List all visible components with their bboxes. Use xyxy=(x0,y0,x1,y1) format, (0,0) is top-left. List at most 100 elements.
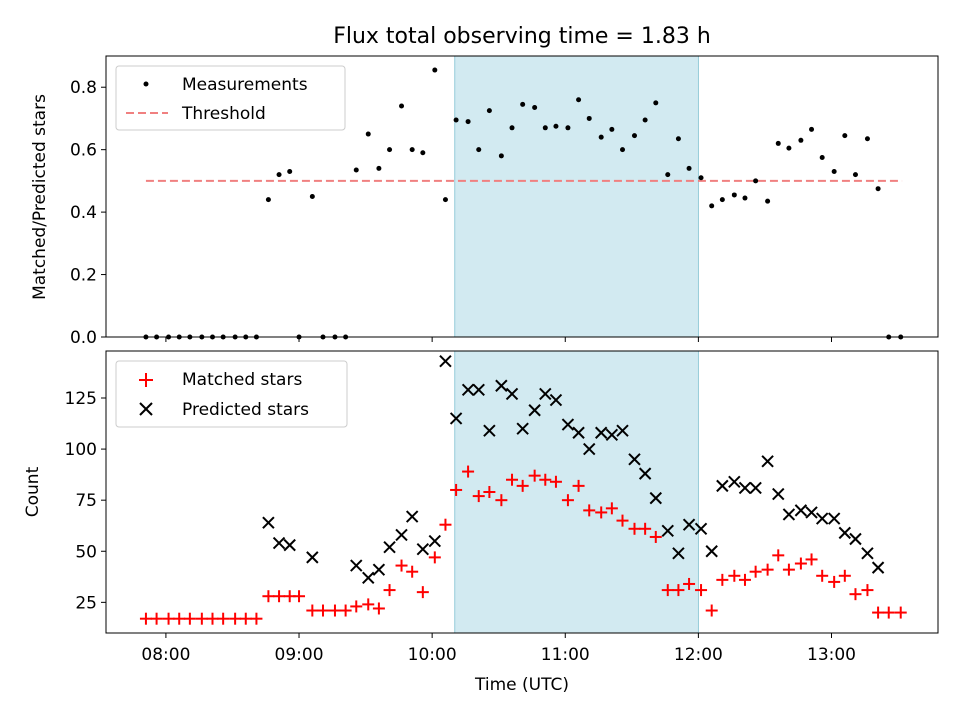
measurement-point xyxy=(864,136,870,142)
bottom-x-tick-label: 10:00 xyxy=(408,645,457,665)
matched-star-point xyxy=(462,465,475,478)
predicted-star-point xyxy=(682,518,696,531)
predicted-star-point xyxy=(805,506,818,519)
predicted-star-point xyxy=(439,355,452,368)
measurement-point xyxy=(432,67,438,73)
predicted-star-point xyxy=(583,442,596,456)
measurement-point xyxy=(565,125,571,131)
measurement-point xyxy=(476,147,482,153)
measurement-point xyxy=(620,147,626,153)
predicted-star-point xyxy=(728,475,741,488)
matched-star-point xyxy=(406,565,419,578)
predicted-star-point xyxy=(495,379,508,392)
legend-predicted-label: Predicted stars xyxy=(182,400,309,420)
legend-measurements-marker xyxy=(143,81,149,87)
measurement-point xyxy=(265,197,271,203)
predicted-star-point xyxy=(649,491,662,505)
matched-star-point xyxy=(838,569,851,582)
predicted-star-point xyxy=(861,547,874,560)
top-y-tick-label: 0.6 xyxy=(70,141,97,161)
matched-star-point xyxy=(229,612,242,625)
matched-star-point xyxy=(383,584,396,597)
top-y-tick-label: 0.4 xyxy=(70,203,97,223)
bottom-y-axis-label: Count xyxy=(23,466,43,517)
matched-star-point xyxy=(250,612,263,625)
matched-star-point xyxy=(206,612,219,625)
matched-star-point xyxy=(439,518,452,531)
predicted-star-point xyxy=(428,534,442,548)
matched-star-point xyxy=(561,494,574,507)
measurement-point xyxy=(753,178,759,184)
measurement-point xyxy=(399,103,405,109)
measurement-point xyxy=(532,105,538,111)
matched-star-point xyxy=(549,475,562,488)
predicted-star-point xyxy=(272,536,286,550)
measurement-point xyxy=(609,126,615,132)
bottom-legend-box xyxy=(115,360,348,428)
predicted-star-point xyxy=(372,563,386,576)
measurement-point xyxy=(465,119,471,125)
predicted-star-point xyxy=(416,543,430,556)
predicted-star-point xyxy=(539,387,552,401)
matched-star-point xyxy=(872,606,885,619)
predicted-star-point xyxy=(383,540,396,554)
matched-star-point xyxy=(293,590,306,603)
measurement-point xyxy=(809,126,815,132)
matched-star-point xyxy=(528,469,541,482)
measurement-point xyxy=(586,115,592,121)
matched-star-point xyxy=(262,590,275,603)
matched-star-point xyxy=(583,504,596,517)
bottom-x-axis: 08:00 09:00 10:00 11:00 12:00 13:00 xyxy=(141,633,856,665)
measurement-point xyxy=(576,97,582,103)
bottom-x-tick-label: 13:00 xyxy=(807,645,856,665)
predicted-star-point xyxy=(838,526,852,540)
matched-star-point xyxy=(416,586,429,599)
matched-star-point xyxy=(339,604,352,617)
x-axis-label: Time (UTC) xyxy=(474,675,569,695)
matched-star-point xyxy=(794,557,807,570)
matched-star-point xyxy=(273,590,286,603)
top-y-axis-label: Matched/Predicted stars xyxy=(30,94,50,300)
matched-star-point xyxy=(595,506,608,519)
predicted-star-point xyxy=(661,524,674,538)
measurement-point xyxy=(742,195,748,201)
matched-star-point xyxy=(672,584,685,597)
measurement-point xyxy=(376,165,382,171)
top-shaded-interval xyxy=(454,55,699,338)
bottom-y-tick-label: 50 xyxy=(75,542,97,562)
top-y-axis: 0.0 0.2 0.4 0.6 0.8 xyxy=(70,78,106,348)
bottom-y-tick-label: 25 xyxy=(75,593,97,613)
predicted-star-point xyxy=(395,528,408,542)
predicted-star-point xyxy=(605,428,619,441)
measurement-point xyxy=(287,169,293,175)
bottom-x-tick-label: 11:00 xyxy=(541,645,590,665)
predicted-star-point xyxy=(871,561,885,574)
measurement-point xyxy=(798,137,804,143)
matched-star-point xyxy=(716,573,729,586)
predicted-star-point xyxy=(738,481,752,495)
measurement-point xyxy=(509,125,515,131)
bottom-axes-frame xyxy=(105,350,939,634)
predicted-star-point xyxy=(827,512,841,525)
measurement-point xyxy=(498,153,504,159)
matched-star-point xyxy=(316,604,329,617)
measurement-point xyxy=(631,133,637,139)
measurement-point xyxy=(698,175,704,181)
legend-measurements-label: Measurements xyxy=(182,75,308,95)
matched-star-point xyxy=(894,606,907,619)
measurement-point xyxy=(365,131,371,137)
predicted-star-point xyxy=(749,481,762,495)
measurement-point xyxy=(276,172,282,178)
top-panel: 0.00.20.40.60.8 Matched/Predicted stars … xyxy=(30,55,939,348)
matched-star-point xyxy=(428,551,441,564)
predicted-star-point xyxy=(283,538,296,552)
predicted-stars-points xyxy=(262,355,885,585)
bottom-panel: 25 50 75 100 125 08:00 09:00 10:00 11:00 12:00 13… xyxy=(23,350,939,695)
legend-matched-marker xyxy=(139,373,153,387)
legend-predicted-marker xyxy=(139,402,153,416)
matched-star-point xyxy=(195,612,208,625)
matched-star-point xyxy=(882,606,895,619)
predicted-star-point xyxy=(815,512,829,525)
bottom-y-tick-label: 100 xyxy=(65,440,97,460)
